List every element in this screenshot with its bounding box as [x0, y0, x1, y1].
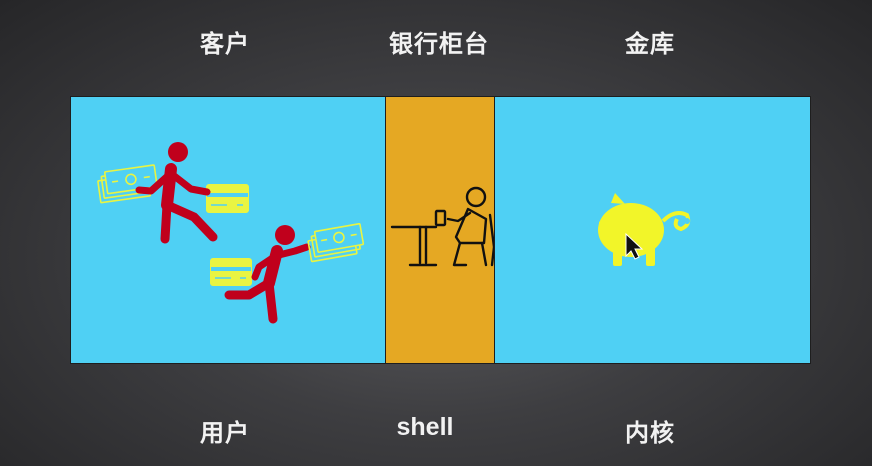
- running-person-icon: [224, 225, 311, 324]
- bank-clerk-icon: [390, 186, 496, 267]
- label-customer: 客户: [200, 30, 250, 58]
- label-kernel: 内核: [625, 419, 675, 447]
- label-shell: shell: [396, 413, 454, 441]
- kernel-panel-illustration: [598, 193, 691, 266]
- cash-icon: [97, 164, 158, 204]
- cash-icon: [307, 223, 365, 263]
- shell-panel: [385, 96, 496, 364]
- label-user: 用户: [200, 419, 250, 447]
- label-vault: 金库: [625, 30, 675, 58]
- user-panel: [70, 96, 386, 364]
- kernel-panel: [494, 96, 811, 364]
- piggy-bank-icon: [598, 193, 691, 266]
- mouse-cursor-icon: [625, 232, 644, 260]
- running-person-icon: [135, 142, 218, 244]
- user-panel-illustration: [97, 142, 365, 324]
- label-bank-counter: 银行柜台: [389, 30, 489, 58]
- card-icon: [210, 258, 252, 286]
- card-icon: [206, 184, 249, 213]
